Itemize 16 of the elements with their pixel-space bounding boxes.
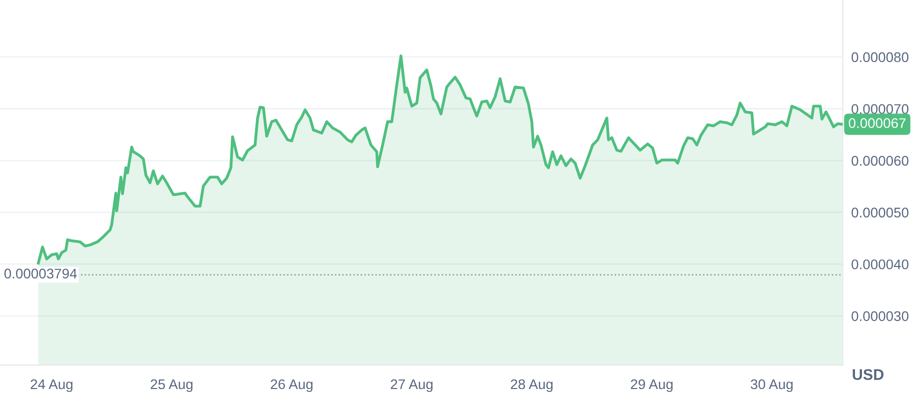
x-tick-label: 25 Aug: [150, 379, 192, 392]
annotation: 0.000067: [848, 118, 906, 128]
x-tick-label: 24 Aug: [30, 379, 72, 392]
y-axis-title: USD: [852, 369, 884, 380]
y-tick-label: 0.000040: [852, 259, 908, 270]
x-tick-label: 29 Aug: [630, 379, 673, 392]
y-tick-label: 0.000030: [852, 311, 908, 322]
y-tick-label: 0.000050: [852, 208, 908, 218]
x-tick-label: 30 Aug: [750, 379, 793, 392]
y-tick-label: 0.000080: [852, 52, 908, 62]
ref-line-label: 0.00003794: [4, 268, 77, 279]
x-tick-label: 28 Aug: [510, 379, 553, 392]
x-tick-label: 26 Aug: [270, 379, 312, 392]
y-tick-label: 0.000060: [852, 156, 908, 166]
x-tick-label: 27 Aug: [390, 379, 433, 392]
y-tick-label: 0.000070: [852, 104, 908, 114]
